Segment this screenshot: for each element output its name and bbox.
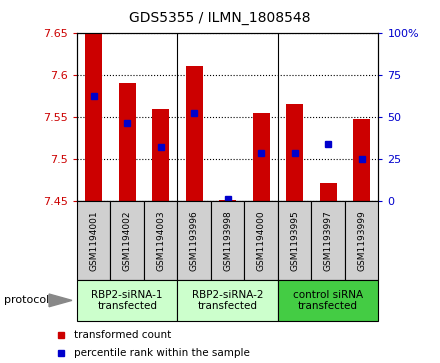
Bar bbox=[345, 201, 378, 280]
Bar bbox=[245, 201, 278, 280]
Bar bbox=[211, 201, 245, 280]
Polygon shape bbox=[49, 294, 72, 307]
Bar bbox=[253, 113, 270, 201]
Bar bbox=[353, 119, 370, 201]
Text: protocol: protocol bbox=[4, 295, 50, 305]
Bar bbox=[278, 280, 378, 321]
Text: transformed count: transformed count bbox=[74, 330, 172, 340]
Text: GDS5355 / ILMN_1808548: GDS5355 / ILMN_1808548 bbox=[129, 11, 311, 25]
Text: RBP2-siRNA-2
transfected: RBP2-siRNA-2 transfected bbox=[192, 290, 264, 311]
Bar bbox=[312, 201, 345, 280]
Bar bbox=[119, 83, 136, 201]
Bar bbox=[110, 201, 144, 280]
Bar bbox=[144, 201, 177, 280]
Text: control siRNA
transfected: control siRNA transfected bbox=[293, 290, 363, 311]
Text: RBP2-siRNA-1
transfected: RBP2-siRNA-1 transfected bbox=[92, 290, 163, 311]
Text: GSM1194003: GSM1194003 bbox=[156, 210, 165, 271]
Bar bbox=[177, 201, 211, 280]
Text: GSM1194001: GSM1194001 bbox=[89, 210, 98, 271]
Bar bbox=[152, 109, 169, 201]
Text: GSM1193999: GSM1193999 bbox=[357, 210, 366, 271]
Bar bbox=[85, 33, 102, 201]
Text: GSM1193997: GSM1193997 bbox=[324, 210, 333, 271]
Text: GSM1193996: GSM1193996 bbox=[190, 210, 199, 271]
Bar bbox=[186, 66, 202, 201]
Bar bbox=[177, 280, 278, 321]
Text: GSM1194002: GSM1194002 bbox=[123, 210, 132, 271]
Bar bbox=[77, 201, 110, 280]
Bar bbox=[77, 280, 177, 321]
Text: GSM1193995: GSM1193995 bbox=[290, 210, 299, 271]
Text: GSM1193998: GSM1193998 bbox=[223, 210, 232, 271]
Text: GSM1194000: GSM1194000 bbox=[257, 210, 266, 271]
Bar bbox=[286, 105, 303, 201]
Bar bbox=[219, 200, 236, 201]
Bar bbox=[320, 183, 337, 201]
Text: percentile rank within the sample: percentile rank within the sample bbox=[74, 348, 250, 358]
Bar bbox=[278, 201, 312, 280]
